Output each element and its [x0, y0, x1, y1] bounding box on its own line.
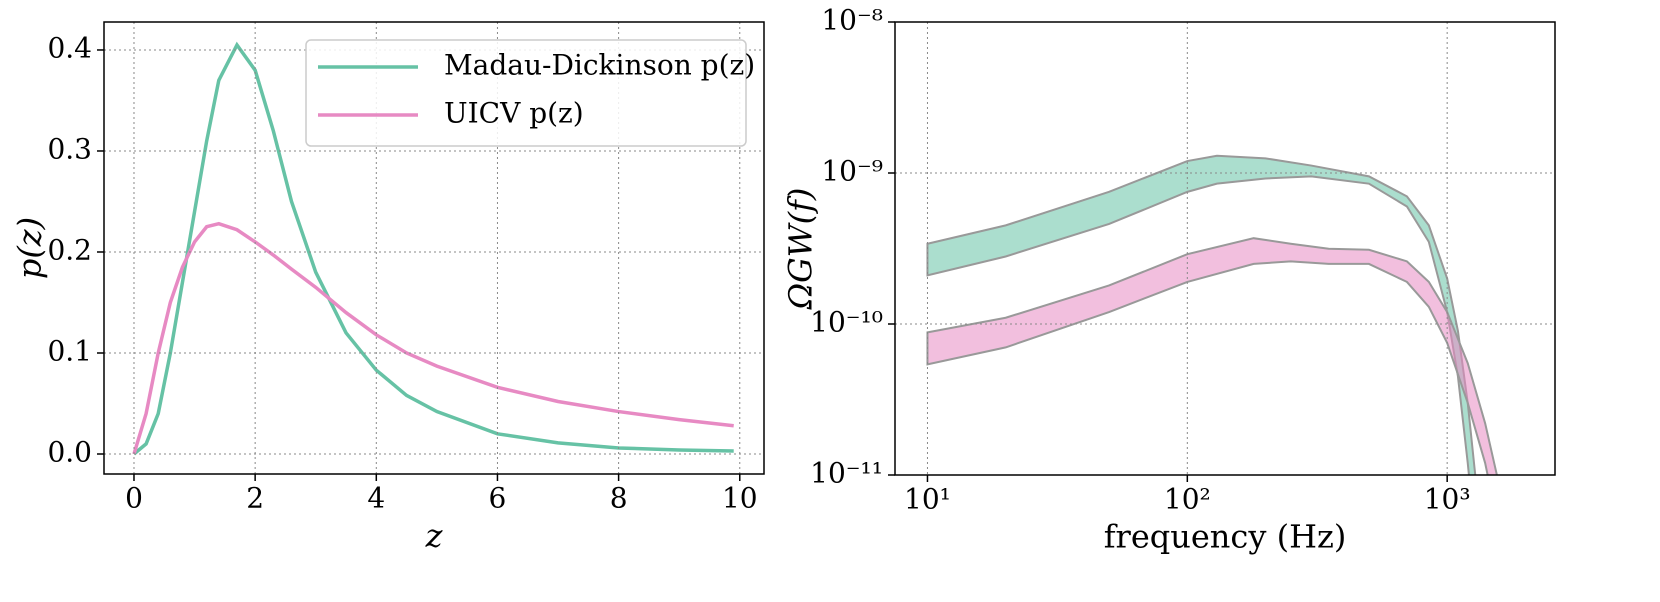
- y-tick-label: 0.3: [47, 132, 92, 165]
- x-tick-label: 10²: [1164, 483, 1211, 516]
- y-tick-label: 0.4: [47, 31, 92, 64]
- y-tick-label: 10⁻¹⁰: [810, 306, 883, 339]
- legend-label: UICV p(z): [444, 97, 584, 130]
- x-tick-label: 4: [367, 482, 385, 515]
- x-tick-label: 2: [246, 482, 264, 515]
- plot-area: [132, 41, 734, 456]
- y-axis-label: ΩGW(f): [782, 188, 820, 311]
- x-tick-label: 8: [610, 482, 628, 515]
- y-tick-label: 0.2: [47, 233, 92, 266]
- line: [132, 41, 734, 456]
- line: [132, 221, 734, 455]
- band: [926, 154, 1477, 475]
- x-tick-label: 0: [125, 482, 143, 515]
- y-tick-label: 10⁻⁹: [821, 155, 883, 188]
- x-tick-label: 10³: [1424, 483, 1471, 516]
- x-tick-label: 10¹: [904, 483, 951, 516]
- y-axis-label: p(z): [11, 217, 49, 279]
- axes-frame: [894, 21, 1556, 476]
- y-tick-label: 0.0: [47, 436, 92, 469]
- y-tick-label: 0.1: [47, 334, 92, 367]
- x-tick-label: 10: [722, 482, 758, 515]
- x-tick-label: 6: [489, 482, 507, 515]
- axes-frame: [103, 21, 765, 475]
- y-tick-label: 10⁻¹¹: [810, 457, 883, 490]
- band: [926, 237, 1498, 475]
- x-axis-label: frequency (Hz): [1104, 518, 1347, 556]
- y-tick-label: 10⁻⁸: [821, 4, 883, 37]
- legend-label: Madau-Dickinson p(z): [444, 49, 755, 82]
- plot-area: [926, 154, 1498, 475]
- x-axis-label: z: [425, 517, 444, 555]
